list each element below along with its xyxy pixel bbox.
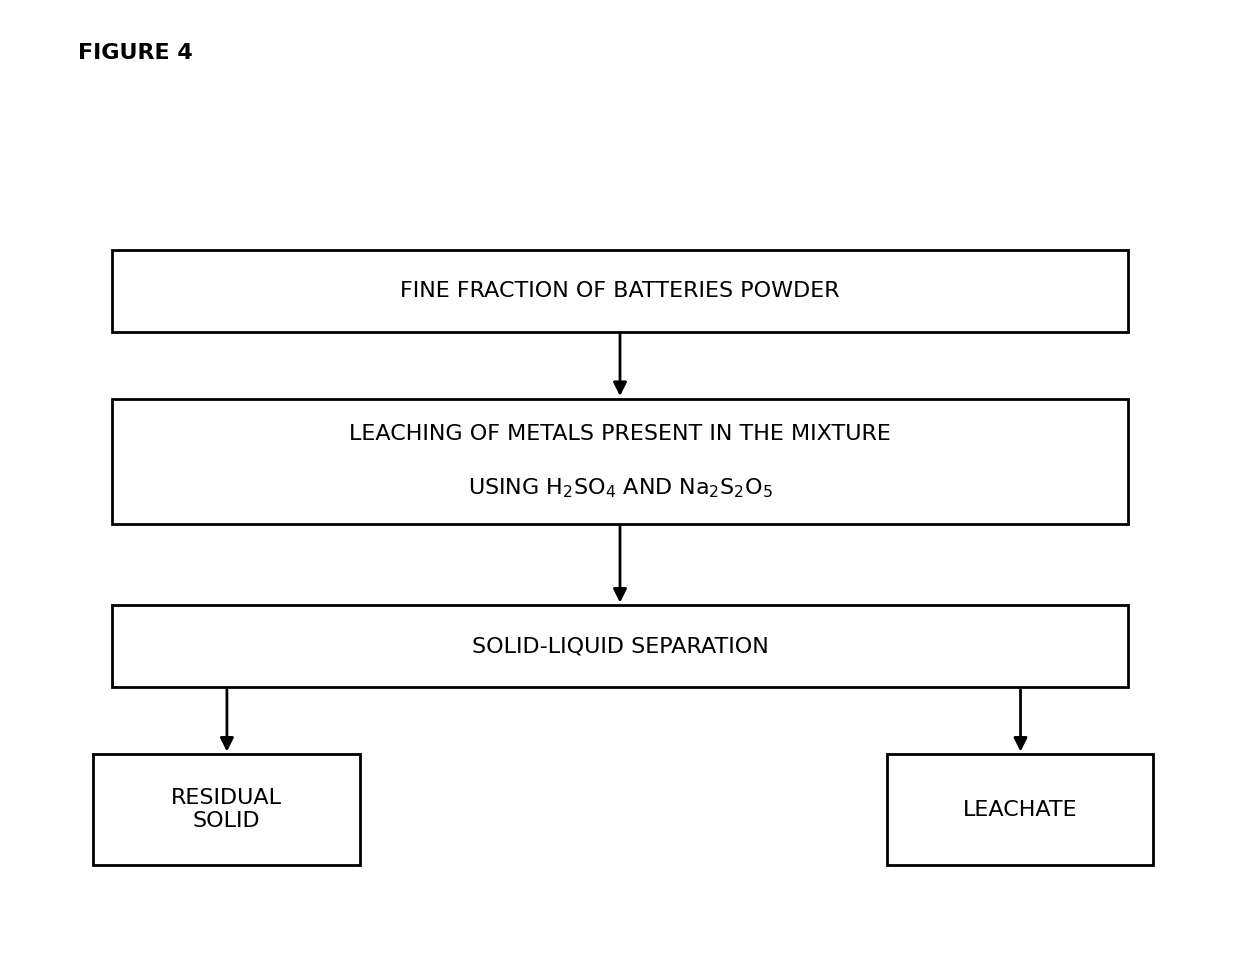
FancyBboxPatch shape bbox=[112, 250, 1128, 332]
Text: RESIDUAL
SOLID: RESIDUAL SOLID bbox=[171, 788, 281, 831]
Text: LEACHATE: LEACHATE bbox=[962, 800, 1078, 820]
Text: FIGURE 4: FIGURE 4 bbox=[78, 43, 193, 63]
FancyBboxPatch shape bbox=[112, 399, 1128, 524]
Text: FINE FRACTION OF BATTERIES POWDER: FINE FRACTION OF BATTERIES POWDER bbox=[401, 281, 839, 301]
Text: LEACHING OF METALS PRESENT IN THE MIXTURE: LEACHING OF METALS PRESENT IN THE MIXTUR… bbox=[350, 425, 890, 444]
FancyBboxPatch shape bbox=[93, 754, 360, 865]
FancyBboxPatch shape bbox=[887, 754, 1153, 865]
FancyBboxPatch shape bbox=[112, 605, 1128, 687]
Text: SOLID-LIQUID SEPARATION: SOLID-LIQUID SEPARATION bbox=[471, 636, 769, 656]
Text: USING H$_2$SO$_4$ AND Na$_2$S$_2$O$_5$: USING H$_2$SO$_4$ AND Na$_2$S$_2$O$_5$ bbox=[467, 477, 773, 500]
